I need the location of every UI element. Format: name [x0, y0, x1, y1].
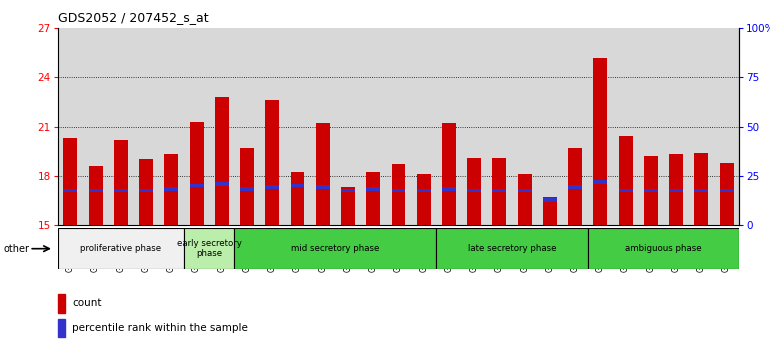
Text: ambiguous phase: ambiguous phase [625, 244, 701, 253]
Bar [240, 187, 254, 190]
Bar [290, 184, 304, 187]
Bar [215, 97, 229, 225]
Bar [391, 164, 406, 225]
Bar [644, 156, 658, 225]
Bar [517, 174, 531, 225]
Text: GDS2052 / 207452_s_at: GDS2052 / 207452_s_at [58, 11, 209, 24]
Bar [367, 187, 380, 190]
Bar [644, 189, 658, 192]
Bar [695, 189, 708, 192]
Bar [139, 189, 153, 192]
Bar [240, 148, 254, 225]
Bar [341, 187, 355, 225]
Bar [568, 185, 582, 189]
Bar [669, 154, 683, 225]
Bar [58, 294, 65, 313]
Bar [669, 189, 683, 192]
Bar [266, 185, 280, 189]
Bar [543, 199, 557, 202]
Bar [164, 154, 179, 225]
Bar [442, 123, 456, 225]
Bar [367, 172, 380, 225]
Bar [63, 189, 77, 192]
Bar [594, 58, 608, 225]
Bar [568, 148, 582, 225]
Bar [184, 228, 234, 269]
Bar [417, 189, 430, 192]
Text: early secretory
phase: early secretory phase [177, 239, 242, 258]
Bar [588, 228, 739, 269]
Bar [467, 189, 481, 192]
Bar [290, 172, 304, 225]
Bar [618, 189, 633, 192]
Text: mid secretory phase: mid secretory phase [291, 244, 380, 253]
Bar [189, 184, 203, 187]
Bar [114, 189, 128, 192]
Bar [517, 189, 531, 192]
Bar [58, 319, 65, 337]
Text: percentile rank within the sample: percentile rank within the sample [72, 323, 248, 333]
Bar [618, 136, 633, 225]
Bar [266, 101, 280, 225]
Text: other: other [4, 244, 30, 254]
Bar [493, 158, 507, 225]
Bar [341, 189, 355, 192]
Bar [437, 228, 588, 269]
Bar [720, 189, 734, 192]
Text: count: count [72, 298, 102, 308]
Bar [215, 182, 229, 185]
Text: late secretory phase: late secretory phase [468, 244, 556, 253]
Bar [316, 123, 330, 225]
Bar [695, 153, 708, 225]
Bar [164, 187, 179, 190]
Bar [89, 166, 102, 225]
Bar [89, 189, 102, 192]
Bar [114, 140, 128, 225]
Bar [58, 228, 184, 269]
Bar [493, 189, 507, 192]
Bar [467, 158, 481, 225]
Bar [720, 162, 734, 225]
Bar [234, 228, 437, 269]
Bar [391, 189, 406, 192]
Bar [417, 174, 430, 225]
Bar [63, 138, 77, 225]
Bar [189, 122, 203, 225]
Bar [316, 185, 330, 189]
Bar [594, 181, 608, 184]
Text: proliferative phase: proliferative phase [80, 244, 162, 253]
Bar [543, 197, 557, 225]
Bar [139, 159, 153, 225]
Bar [442, 187, 456, 190]
